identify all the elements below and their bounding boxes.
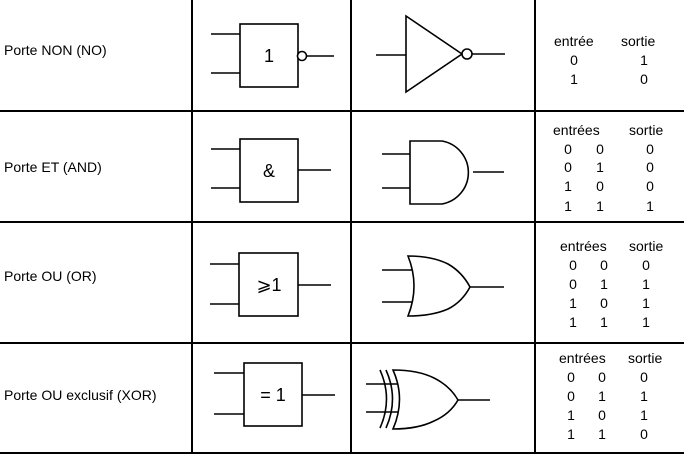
truth-cell: 0 [646, 178, 654, 194]
truth-cell: 0 [600, 295, 608, 311]
truth-cell: 1 [640, 388, 648, 404]
truth-cell: 0 [567, 369, 575, 385]
truth-cell: 1 [598, 388, 606, 404]
truth-cell: 1 [564, 178, 572, 194]
truth-cell: 1 [569, 314, 577, 330]
truth-table: entrées sortie 0 0 0 0 1 1 1 0 1 1 1 0 [538, 343, 684, 453]
xor-gate-iec-symbol: = 1 [214, 362, 335, 427]
gate-name: Porte OU (OR) [4, 268, 97, 284]
truth-cell: 0 [640, 71, 648, 87]
truth-cell: 0 [567, 388, 575, 404]
truth-cell: 1 [596, 159, 604, 175]
truth-cell: 1 [640, 407, 648, 423]
truth-cell: 1 [642, 276, 650, 292]
truth-cell: 1 [640, 52, 648, 68]
truth-table-input-header: entrées [553, 122, 600, 138]
truth-cell: 1 [569, 295, 577, 311]
truth-cell: 0 [640, 369, 648, 385]
truth-table: entrées sortie 0 0 0 0 1 0 1 0 0 1 1 1 [538, 111, 684, 222]
truth-cell: 0 [570, 52, 578, 68]
truth-cell: 1 [600, 276, 608, 292]
truth-cell: 1 [598, 426, 606, 442]
and-gate-iec-symbol: & [211, 138, 331, 203]
gate-row-not: Porte NON (NO) entrée sortie 0 1 1 0 [0, 0, 684, 111]
or-iec-label: ⩾1 [256, 275, 281, 295]
truth-cell: 1 [567, 407, 575, 423]
truth-cell: 0 [596, 178, 604, 194]
xor-iec-label: = 1 [260, 385, 286, 405]
truth-cell: 0 [600, 257, 608, 273]
truth-cell: 0 [596, 141, 604, 157]
truth-cell: 0 [640, 426, 648, 442]
truth-table: entrées sortie 0 0 0 0 1 1 1 0 1 1 1 1 [538, 222, 684, 343]
gate-name: Porte NON (NO) [4, 42, 107, 58]
truth-cell: 0 [646, 141, 654, 157]
gate-name: Porte OU exclusif (XOR) [4, 387, 157, 403]
truth-cell: 0 [564, 159, 572, 175]
not-iec-label: 1 [264, 46, 274, 66]
gate-row-xor: Porte OU exclusif (XOR) entrées sortie 0… [0, 343, 684, 453]
truth-table-output-header: sortie [628, 350, 663, 366]
truth-table-input-header: entrées [559, 350, 606, 366]
truth-cell: 1 [596, 198, 604, 214]
or-gate-ansi-symbol [382, 255, 504, 317]
truth-table-input-header: entrées [560, 238, 607, 254]
truth-cell: 0 [646, 159, 654, 175]
and-iec-label: & [263, 161, 275, 181]
gate-row-or: Porte OU (OR) entrées sortie 0 0 0 0 1 1… [0, 222, 684, 343]
truth-cell: 1 [646, 198, 654, 214]
truth-table-input-header: entrée [554, 33, 594, 49]
truth-cell: 1 [570, 71, 578, 87]
truth-cell: 1 [600, 314, 608, 330]
not-gate-ansi-symbol [376, 14, 505, 94]
truth-table-output-header: sortie [629, 122, 664, 138]
truth-cell: 1 [564, 198, 572, 214]
truth-cell: 1 [642, 314, 650, 330]
truth-table: entrée sortie 0 1 1 0 [538, 0, 684, 111]
or-gate-iec-symbol: ⩾1 [210, 252, 331, 317]
truth-cell: 0 [564, 141, 572, 157]
truth-table-output-header: sortie [629, 238, 664, 254]
truth-table-output-header: sortie [621, 33, 656, 49]
truth-cell: 0 [569, 257, 577, 273]
truth-cell: 0 [598, 407, 606, 423]
truth-cell: 1 [567, 426, 575, 442]
not-gate-iec-symbol: 1 [211, 23, 334, 88]
xor-gate-ansi-symbol [366, 369, 490, 430]
truth-cell: 1 [642, 295, 650, 311]
and-gate-ansi-symbol [382, 140, 504, 205]
truth-cell: 0 [598, 369, 606, 385]
truth-cell: 0 [642, 257, 650, 273]
gate-row-and: Porte ET (AND) entrées sortie 0 0 0 0 1 … [0, 111, 684, 222]
gate-name: Porte ET (AND) [4, 159, 102, 175]
truth-cell: 0 [569, 276, 577, 292]
